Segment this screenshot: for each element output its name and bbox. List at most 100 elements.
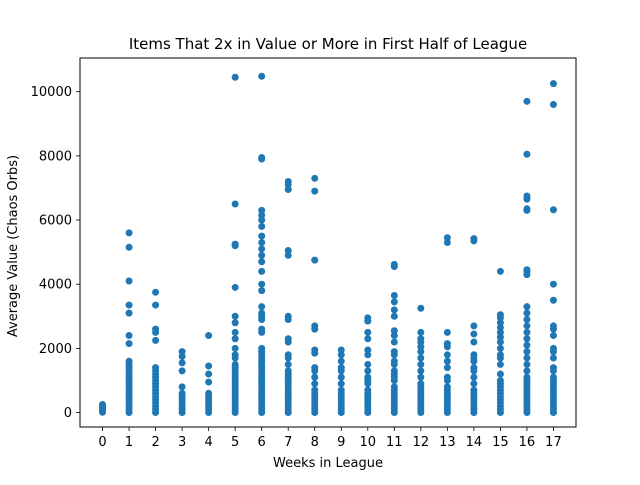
data-point (205, 362, 213, 370)
data-point (417, 367, 425, 375)
data-point (364, 351, 372, 359)
data-point (258, 216, 266, 224)
data-point (523, 367, 531, 375)
data-point (125, 309, 133, 317)
data-point (258, 303, 266, 311)
data-point (152, 288, 160, 296)
x-tick-label: 8 (311, 435, 319, 450)
data-points (99, 72, 557, 417)
data-point (443, 376, 451, 384)
data-point (284, 251, 292, 259)
data-point (258, 155, 266, 163)
data-point (523, 322, 531, 330)
data-point (258, 316, 266, 324)
data-point (364, 360, 372, 368)
data-point (311, 187, 319, 195)
data-point (311, 349, 319, 357)
x-tick-label: 11 (386, 435, 403, 450)
data-point (417, 360, 425, 368)
data-point (125, 277, 133, 285)
chart-title: Items That 2x in Value or More in First … (129, 35, 527, 53)
data-point (443, 364, 451, 372)
data-point (284, 186, 292, 194)
y-tick-label: 2000 (39, 342, 72, 357)
x-tick-label: 13 (439, 435, 456, 450)
data-point (231, 73, 239, 81)
x-tick-label: 10 (360, 435, 377, 450)
data-point (258, 232, 266, 240)
data-point (178, 348, 186, 356)
y-tick-label: 8000 (39, 149, 72, 164)
data-point (258, 222, 266, 230)
data-point (205, 332, 213, 340)
x-axis-ticks: 0 1 2 3 4 5 6 7 8 9 10 11 12 13 14 15 16 17 (98, 427, 562, 450)
data-point (337, 380, 345, 388)
x-tick-label: 1 (125, 435, 133, 450)
data-point (443, 357, 451, 365)
data-point (284, 338, 292, 346)
data-point (549, 367, 557, 375)
data-point (443, 343, 451, 351)
data-point (311, 367, 319, 375)
data-point (523, 409, 531, 417)
data-point (284, 181, 292, 189)
data-point (284, 247, 292, 255)
data-point (231, 354, 239, 362)
data-point (470, 367, 478, 375)
data-point (311, 380, 319, 388)
data-point (523, 206, 531, 214)
data-point (205, 370, 213, 378)
data-point (390, 409, 398, 417)
data-point (258, 280, 266, 288)
data-point (390, 291, 398, 299)
data-point (390, 298, 398, 306)
data-point (125, 229, 133, 237)
data-point (496, 324, 504, 332)
data-point (364, 346, 372, 354)
x-axis-label: Weeks in League (273, 456, 383, 471)
data-point (337, 373, 345, 381)
data-point (417, 354, 425, 362)
data-point (549, 354, 557, 362)
x-tick-label: 15 (492, 435, 509, 450)
x-tick-label: 5 (231, 435, 239, 450)
data-point (258, 239, 266, 246)
data-point (523, 97, 531, 105)
data-point (125, 301, 133, 309)
x-tick-label: 9 (337, 435, 345, 450)
data-point (496, 333, 504, 341)
data-point (178, 367, 186, 375)
data-point (364, 328, 372, 336)
data-point (390, 351, 398, 359)
data-point (523, 271, 531, 279)
y-tick-label: 10000 (31, 85, 72, 100)
data-point (470, 357, 478, 365)
data-point (523, 335, 531, 343)
data-point (311, 174, 319, 182)
data-point (496, 338, 504, 346)
data-point (523, 328, 531, 336)
data-point (231, 319, 239, 327)
data-point (284, 354, 292, 362)
data-point (417, 338, 425, 346)
data-point (549, 101, 557, 109)
y-axis-ticks: 0 2000 4000 6000 8000 10000 (31, 85, 80, 421)
data-point (470, 330, 478, 338)
data-point (443, 351, 451, 359)
data-point (523, 303, 531, 311)
data-point (417, 409, 425, 417)
y-axis-label: Average Value (Chaos Orbs) (6, 155, 21, 337)
data-point (390, 327, 398, 335)
data-point (390, 306, 398, 314)
data-point (523, 360, 531, 368)
data-point (470, 237, 478, 245)
data-point (496, 319, 504, 327)
data-point (496, 360, 504, 368)
data-point (231, 312, 239, 320)
data-point (231, 283, 239, 291)
y-tick-label: 4000 (39, 278, 72, 293)
data-point (470, 338, 478, 346)
